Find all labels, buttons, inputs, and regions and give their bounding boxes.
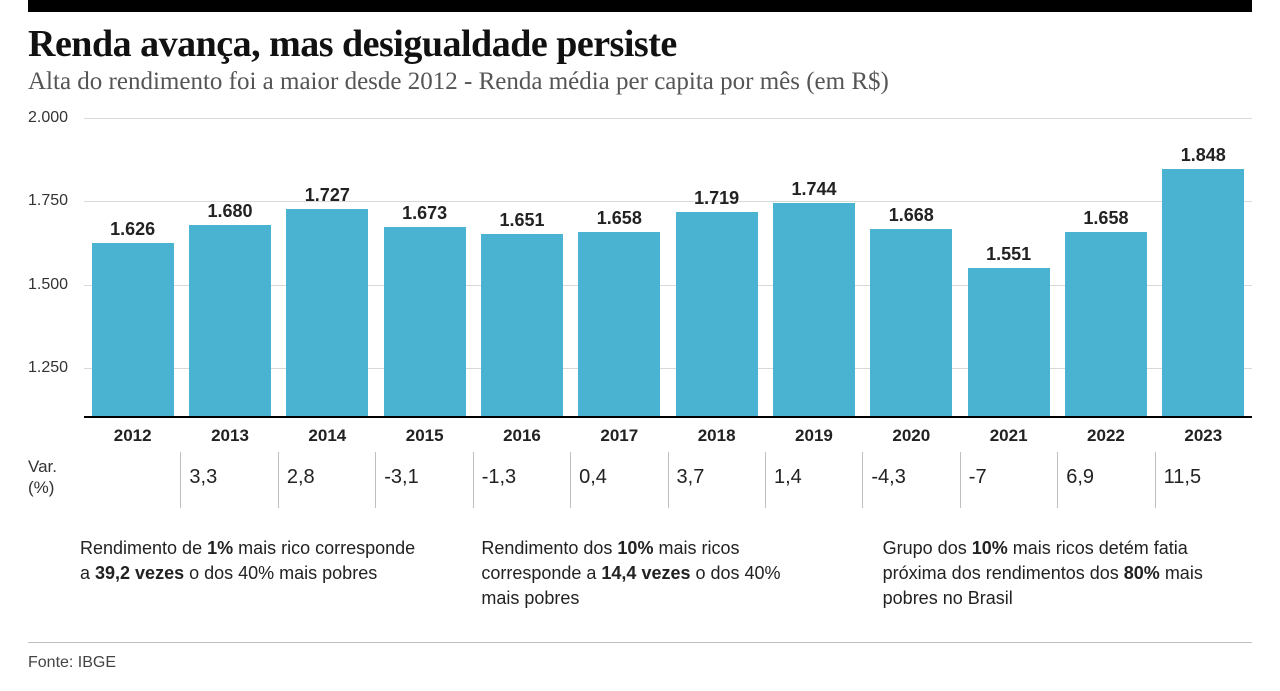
variation-value: 2,8 xyxy=(287,466,315,489)
bottom-rule xyxy=(28,642,1252,643)
bar: 1.719 xyxy=(676,212,758,418)
bar: 1.727 xyxy=(286,209,368,418)
variation-value: 0,4 xyxy=(579,466,607,489)
bar-value-label: 1.658 xyxy=(578,208,660,229)
page-title: Renda avança, mas desigualdade persiste xyxy=(28,22,677,66)
facts-row: Rendimento de 1% mais rico corresponde a… xyxy=(80,536,1220,612)
bar-slot: 1.551 xyxy=(960,118,1057,418)
bar: 1.551 xyxy=(968,268,1050,418)
bar-slot: 1.658 xyxy=(1057,118,1154,418)
bar-slot: 1.680 xyxy=(181,118,278,418)
bar-value-label: 1.551 xyxy=(968,244,1050,265)
xtick-label: 2012 xyxy=(84,420,181,448)
xtick-label: 2019 xyxy=(765,420,862,448)
xtick-label: 2021 xyxy=(960,420,1057,448)
variation-value: -4,3 xyxy=(871,466,905,489)
page-subtitle: Alta do rendimento foi a maior desde 201… xyxy=(28,68,889,96)
variation-value: -7 xyxy=(969,466,987,489)
top-rule xyxy=(28,0,1252,12)
bar-value-label: 1.658 xyxy=(1065,208,1147,229)
bar-value-label: 1.848 xyxy=(1162,145,1244,166)
xtick-label: 2015 xyxy=(376,420,473,448)
variation-cell: 0,4 xyxy=(570,452,667,508)
bar-value-label: 1.744 xyxy=(773,179,855,200)
bar-slot: 1.848 xyxy=(1155,118,1252,418)
bar-value-label: 1.668 xyxy=(870,205,952,226)
variation-value: -3,1 xyxy=(384,466,418,489)
variation-value: 3,3 xyxy=(189,466,217,489)
bar-slot: 1.651 xyxy=(473,118,570,418)
variation-cell: -4,3 xyxy=(862,452,959,508)
fact-text: Rendimento de 1% mais rico corresponde a… xyxy=(80,536,417,612)
fact-text: Grupo dos 10% mais ricos detém fatia pró… xyxy=(883,536,1220,612)
bar-slot: 1.658 xyxy=(571,118,668,418)
variation-value: 11,5 xyxy=(1164,466,1201,489)
variation-value: 3,7 xyxy=(677,466,705,489)
variation-cell: 3,7 xyxy=(668,452,765,508)
ytick-label: 1.250 xyxy=(28,359,78,377)
bar-value-label: 1.719 xyxy=(676,188,758,209)
ytick-label: 2.000 xyxy=(28,109,78,127)
bar-slot: 1.668 xyxy=(863,118,960,418)
xtick-label: 2013 xyxy=(181,420,278,448)
variation-cell: 6,9 xyxy=(1057,452,1154,508)
xtick-label: 2022 xyxy=(1057,420,1154,448)
variation-cell: -3,1 xyxy=(375,452,472,508)
chart-baseline xyxy=(84,416,1252,418)
xtick-label: 2014 xyxy=(279,420,376,448)
bar: 1.744 xyxy=(773,203,855,418)
bar-slot: 1.673 xyxy=(376,118,473,418)
variation-cell xyxy=(84,452,180,508)
xtick-label: 2017 xyxy=(571,420,668,448)
variation-cell: -7 xyxy=(960,452,1057,508)
variation-cell: 2,8 xyxy=(278,452,375,508)
bar-value-label: 1.727 xyxy=(286,185,368,206)
bar-value-label: 1.626 xyxy=(92,219,174,240)
bar: 1.658 xyxy=(578,232,660,418)
xtick-label: 2020 xyxy=(863,420,960,448)
bar: 1.848 xyxy=(1162,169,1244,418)
variation-cell: 3,3 xyxy=(180,452,277,508)
xtick-label: 2018 xyxy=(668,420,765,448)
bar-value-label: 1.673 xyxy=(384,203,466,224)
source-label: Fonte: IBGE xyxy=(28,654,116,672)
income-bar-chart: 1.6261.6801.7271.6731.6511.6581.7191.744… xyxy=(28,118,1252,448)
variation-row: Var. (%) 3,3 2,8 -3,1 -1,3 0,4 3,7 1,4 -4,3 -7 6,… xyxy=(28,452,1252,508)
bar: 1.651 xyxy=(481,234,563,418)
bar-slot: 1.727 xyxy=(279,118,376,418)
variation-cell: 11,5 xyxy=(1155,452,1252,508)
bar: 1.626 xyxy=(92,243,174,418)
bar-slot: 1.744 xyxy=(765,118,862,418)
ytick-label: 1.750 xyxy=(28,192,78,210)
bar-value-label: 1.651 xyxy=(481,210,563,231)
bar-slot: 1.719 xyxy=(668,118,765,418)
variation-value: -1,3 xyxy=(482,466,516,489)
variation-cell: 1,4 xyxy=(765,452,862,508)
bar: 1.680 xyxy=(189,225,271,418)
bar: 1.668 xyxy=(870,229,952,418)
bar: 1.673 xyxy=(384,227,466,418)
ytick-label: 1.500 xyxy=(28,276,78,294)
variation-value: 6,9 xyxy=(1066,466,1094,489)
variation-label: Var. (%) xyxy=(28,456,57,499)
bar: 1.658 xyxy=(1065,232,1147,418)
xtick-label: 2016 xyxy=(473,420,570,448)
bar-slot: 1.626 xyxy=(84,118,181,418)
xtick-label: 2023 xyxy=(1155,420,1252,448)
fact-text: Rendimento dos 10% mais ricos correspond… xyxy=(481,536,818,612)
variation-cell: -1,3 xyxy=(473,452,570,508)
bar-value-label: 1.680 xyxy=(189,201,271,222)
variation-value: 1,4 xyxy=(774,466,802,489)
